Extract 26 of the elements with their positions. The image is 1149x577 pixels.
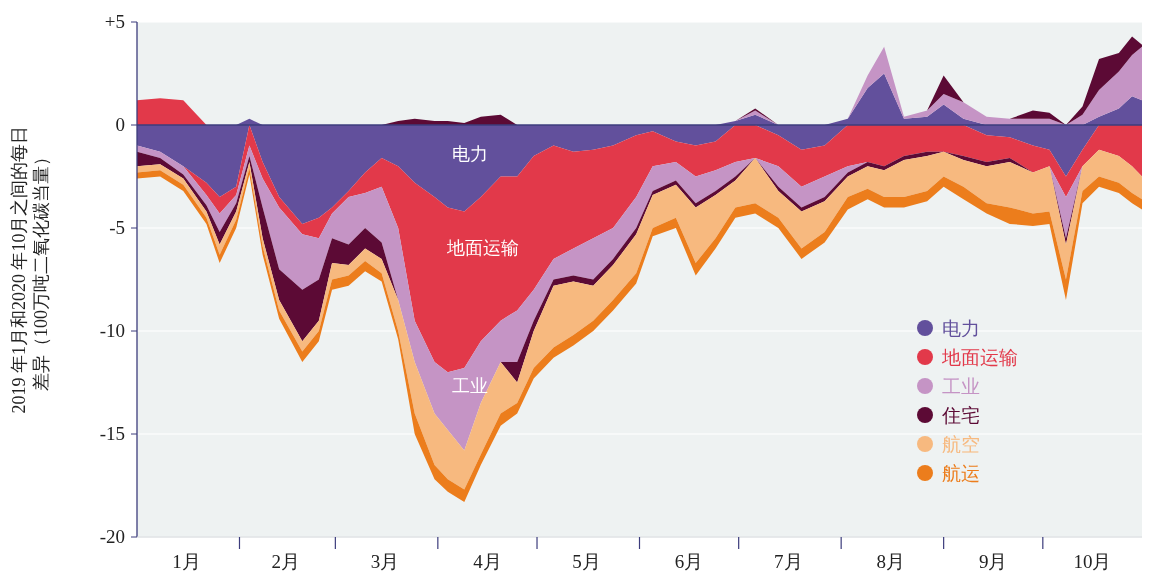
legend-label: 工业 xyxy=(942,375,980,397)
annotation: 电力 xyxy=(452,143,488,164)
x-tick-label: 7月 xyxy=(774,551,803,572)
y-axis-title: 2019 年1月和2020 年10月之间的每日差异（100万吨二氧化碳当量） xyxy=(9,125,51,414)
legend-label: 住宅 xyxy=(941,404,980,426)
x-tick-label: 2月 xyxy=(271,551,301,572)
legend-label: 航空 xyxy=(942,433,980,455)
y-tick-label: -10 xyxy=(99,320,125,341)
y-tick-label: -15 xyxy=(99,423,125,444)
x-tick-label: 4月 xyxy=(473,551,502,572)
annotation: 地面运输 xyxy=(446,237,519,258)
x-tick-label: 3月 xyxy=(370,551,400,572)
legend-label: 航运 xyxy=(942,462,980,484)
legend-label: 电力 xyxy=(942,317,980,339)
y-tick-label: +5 xyxy=(104,11,125,32)
y-tick-label: -5 xyxy=(109,217,125,238)
y-tick-label: 0 xyxy=(115,114,125,135)
x-tick-label: 10月 xyxy=(1073,551,1112,572)
x-tick-label: 1月 xyxy=(172,551,201,572)
x-tick-label: 5月 xyxy=(572,551,601,572)
legend-label: 地面运输 xyxy=(941,346,1018,368)
x-tick-label: 8月 xyxy=(876,551,905,572)
annotation: 工业 xyxy=(452,375,488,396)
x-tick-label: 9月 xyxy=(978,551,1008,572)
x-tick-label: 6月 xyxy=(674,551,704,572)
y-tick-label: -20 xyxy=(99,526,125,547)
